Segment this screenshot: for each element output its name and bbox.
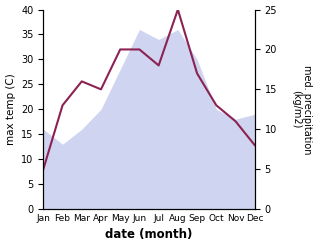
X-axis label: date (month): date (month) (105, 228, 193, 242)
Y-axis label: med. precipitation
(kg/m2): med. precipitation (kg/m2) (291, 64, 313, 154)
Y-axis label: max temp (C): max temp (C) (5, 73, 16, 145)
